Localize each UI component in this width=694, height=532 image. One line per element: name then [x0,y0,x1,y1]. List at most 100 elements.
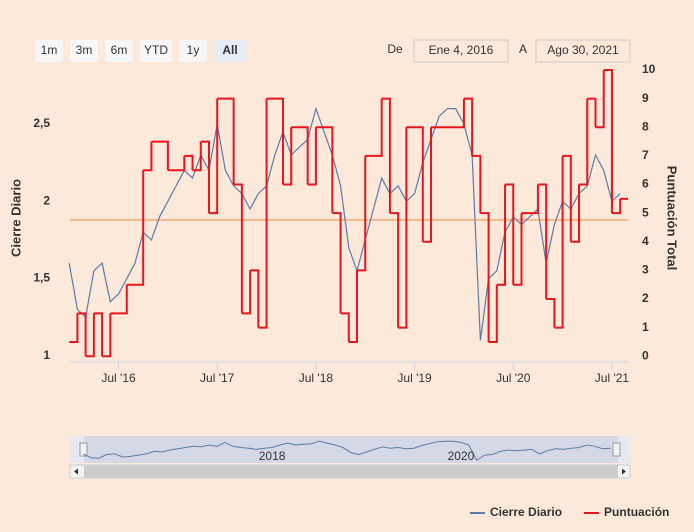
score-step [192,141,202,172]
y-tick-label: 2,5 [33,116,50,130]
y2-tick-label: 6 [642,177,649,191]
range-button-label[interactable]: 3m [76,43,93,57]
navigator-mask [84,436,618,463]
score-step [595,70,605,129]
score-step [200,140,210,214]
navigator-line [82,440,611,461]
score-step [611,198,622,215]
range-button[interactable] [105,40,133,62]
y2-tick-label: 1 [642,320,649,334]
score-step [126,170,145,286]
from-input[interactable] [413,39,509,63]
score-step [102,313,112,358]
x-tick-label: Jul '19 [397,371,432,385]
score-step [562,154,572,242]
score-step [496,184,507,286]
y-axis-title: Cierre Diario [8,179,23,257]
score-step [472,154,482,214]
score-step [357,155,367,272]
from-value[interactable]: Ene 4, 2016 [429,43,494,57]
y2-tick-label: 0 [642,348,649,362]
range-button[interactable] [179,40,207,62]
score-step [85,313,95,358]
score-step [307,127,317,186]
legend-label[interactable]: Cierre Diario [490,505,562,519]
x-tick-label: Jul '21 [595,371,630,385]
y-tick-label: 2 [43,193,50,207]
legend-label[interactable]: Puntuación [604,505,669,519]
score-step [143,141,153,172]
from-label: De [387,42,403,56]
score-step [282,127,293,186]
score-step [69,313,79,343]
range-button[interactable] [140,40,172,62]
scrollbar-thumb[interactable] [84,465,618,478]
score-step [315,126,334,214]
x-tick-label: Jul '17 [200,371,235,385]
score-step [431,98,465,129]
score-step [241,270,252,315]
to-input[interactable] [535,39,631,63]
score-step [93,312,104,357]
navigator-tick-label: 2018 [259,449,286,463]
score-step [537,183,548,300]
x-tick-label: Jul '20 [496,371,531,385]
score-step [603,69,613,214]
y2-tick-label: 7 [642,148,649,162]
to-value[interactable]: Ago 30, 2021 [547,43,619,57]
score-step [332,212,342,314]
score-step [381,97,391,214]
score-step [365,98,383,157]
score-step [348,270,359,343]
score-step [398,127,408,329]
score-step [463,97,474,156]
score-step [250,269,260,328]
range-button-label[interactable]: 1m [41,43,58,57]
x-tick-label: Jul '16 [101,371,136,385]
score-step [422,127,433,243]
score-step [554,155,564,329]
score-step [291,126,309,185]
score-step [513,213,523,286]
to-label: A [519,42,527,56]
score-step [266,97,284,185]
score-step [546,298,556,328]
score-step [258,98,268,329]
y-tick-label: 1,5 [33,271,50,285]
y2-tick-label: 8 [642,119,649,133]
x-tick-label: Jul '18 [299,371,334,385]
y2-tick-label: 3 [642,263,649,277]
range-button-label[interactable]: All [222,43,237,57]
range-button[interactable] [70,40,98,62]
y2-tick-label: 5 [642,205,649,219]
range-button-label[interactable]: 6m [111,43,128,57]
y2-axis-title: Puntuación Total [665,166,680,270]
range-button-label[interactable]: YTD [144,43,168,57]
range-button[interactable] [35,40,63,62]
score-step [480,212,490,342]
score-step [151,140,169,171]
score-step [340,312,350,342]
score-step [389,212,400,328]
score-step [570,184,581,243]
score-step [110,284,128,315]
score-step [233,183,243,314]
score-step [184,154,194,171]
score-step [208,98,219,215]
navigator-tick-label: 2020 [448,449,475,463]
score-step [167,155,186,172]
range-button-label[interactable]: 1y [187,43,200,57]
navigator-handle[interactable] [79,442,88,457]
score-step [77,312,87,357]
y-tick-label: 1 [43,348,50,362]
score-step [488,284,498,343]
y2-tick-label: 4 [642,234,649,248]
y2-tick-label: 2 [642,291,649,305]
navigator-handle[interactable] [612,442,621,457]
score-step [406,126,424,242]
score-step [505,183,515,285]
y2-tick-label: 10 [642,62,656,76]
range-button[interactable] [214,40,246,62]
y2-tick-label: 9 [642,91,649,105]
